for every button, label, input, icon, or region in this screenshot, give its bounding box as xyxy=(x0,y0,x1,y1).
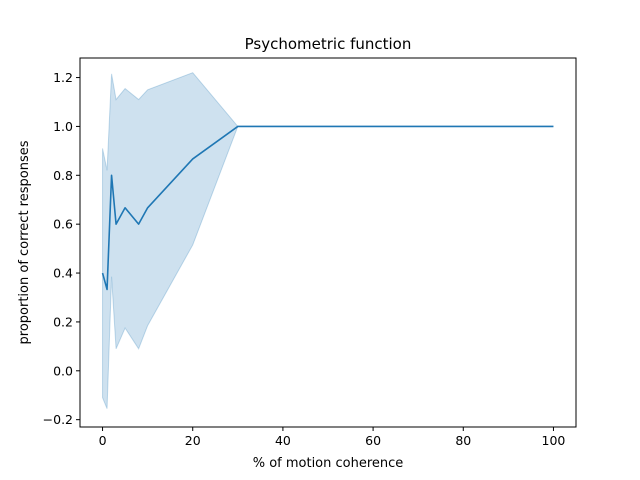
y-tick-label: 1.2 xyxy=(53,70,73,85)
confidence-band xyxy=(102,72,554,409)
x-axis-label: % of motion coherence xyxy=(253,456,404,471)
y-tick-label: 0.8 xyxy=(53,168,73,183)
x-tick-label: 20 xyxy=(185,433,201,448)
x-axis-ticks: 0 20 40 60 80 100 xyxy=(99,427,566,448)
y-tick-label: 1.0 xyxy=(53,119,73,134)
x-tick-label: 100 xyxy=(542,433,566,448)
y-tick-label: −0.2 xyxy=(43,412,73,427)
x-tick-label: 0 xyxy=(99,433,107,448)
y-axis-label: proportion of correct responses xyxy=(17,140,32,344)
series-line xyxy=(101,125,554,291)
x-tick-label: 80 xyxy=(455,433,471,448)
y-axis-ticks: −0.2 0.0 0.2 0.4 0.6 0.8 1.0 1.2 xyxy=(43,70,80,427)
axes-frame xyxy=(79,57,577,428)
y-tick-label: 0.6 xyxy=(53,217,73,232)
chart-title: Psychometric function xyxy=(245,35,412,53)
y-tick-label: 0.0 xyxy=(53,363,73,378)
x-tick-label: 60 xyxy=(365,433,381,448)
y-tick-label: 0.2 xyxy=(53,314,73,329)
plot-area xyxy=(101,72,554,409)
y-tick-label: 0.4 xyxy=(53,266,73,281)
x-tick-label: 40 xyxy=(275,433,291,448)
